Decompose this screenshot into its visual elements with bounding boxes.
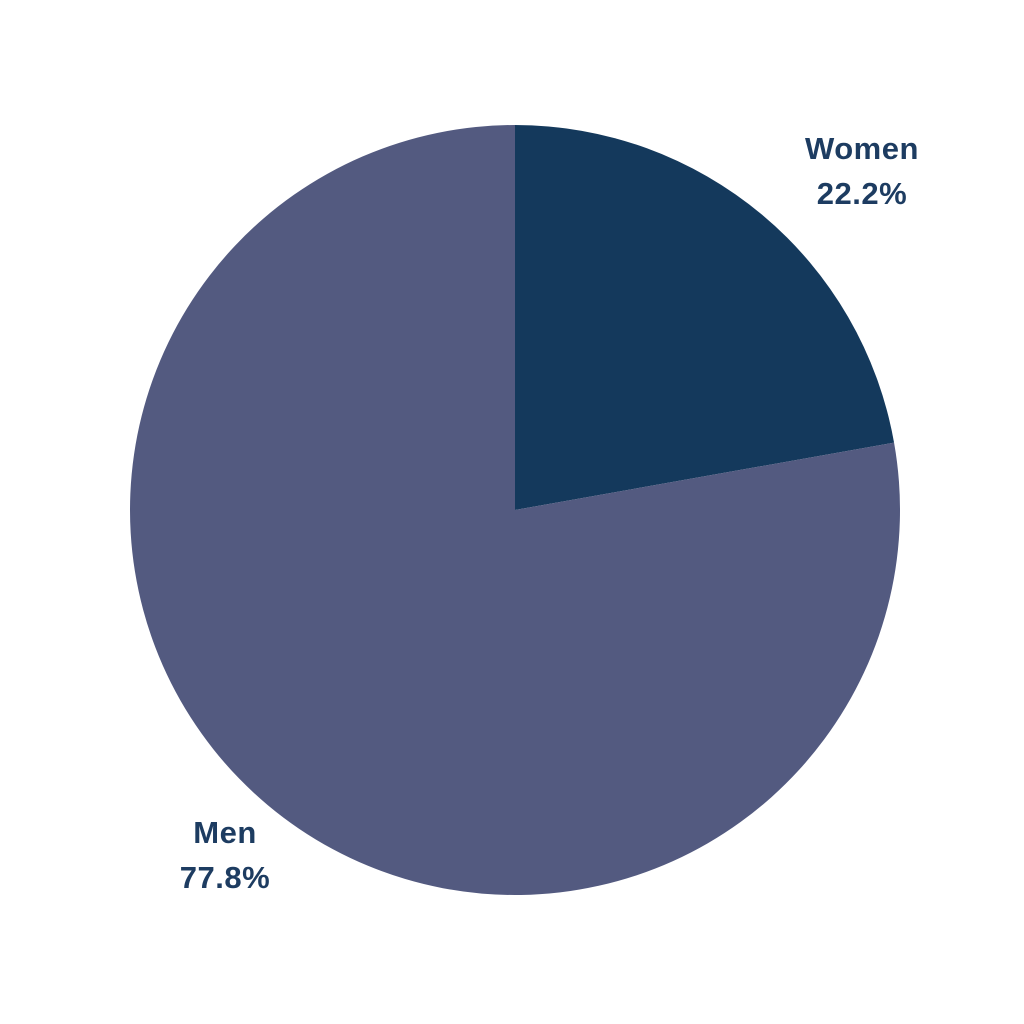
label-women-name: Women [805,131,919,166]
label-women: Women 22.2% [762,126,962,216]
label-men-value: 77.8% [179,860,271,895]
label-women-value: 22.2% [816,176,908,211]
label-men: Men 77.8% [125,810,325,900]
pie-slice-women [515,125,895,510]
label-men-name: Men [193,815,257,850]
pie-slice-men [130,125,901,895]
